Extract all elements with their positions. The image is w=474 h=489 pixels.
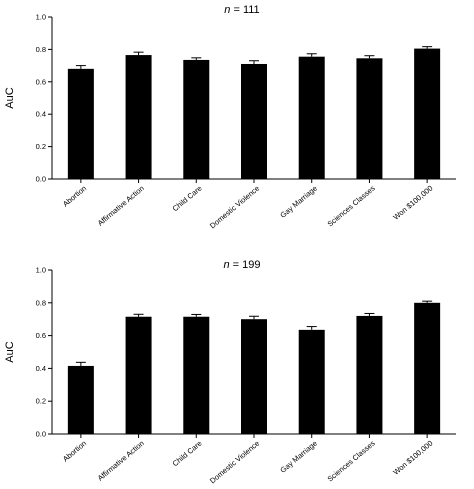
chart-1-category-label: Sciences Classes — [326, 183, 377, 228]
chart-2-bar — [298, 329, 325, 434]
chart-panel-1: n = 111 AuC 0.00.20.40.60.81.0 Abortion A… — [4, 4, 456, 230]
chart-2-title-n: n — [223, 259, 229, 271]
chart-1-category-label: Abortion — [61, 184, 88, 209]
chart-1-y-axis-label: AuC — [4, 87, 16, 108]
chart-2-category-label: Won $100,000 — [391, 439, 434, 477]
chart-2-category-label: Affirmative Action — [96, 439, 146, 483]
chart-1-category-label: Gay Marriage — [278, 184, 319, 220]
chart-2-y-tick-label: 0.8 — [36, 298, 46, 307]
chart-2-bar — [125, 316, 152, 434]
chart-1-bar — [414, 48, 441, 180]
chart-2-category-label: Sciences Classes — [326, 438, 377, 483]
chart-1-category-label: Child Care — [171, 184, 204, 214]
chart-2-y-tick-label: 0.6 — [36, 331, 46, 340]
chart-2-bar — [414, 302, 441, 434]
chart-2-y-ticks: 0.0 0.2 0.4 0.6 0.8 1.0 — [36, 266, 52, 439]
chart-2-title: n = 199 — [223, 259, 260, 271]
chart-panel-2: n = 199 AuC 0.00.20.40.60.81.0 Abortion A… — [4, 259, 456, 485]
chart-1-bar — [67, 68, 94, 179]
chart-2-bar — [356, 315, 383, 434]
chart-2-category-label: Domestic Violence — [208, 439, 261, 486]
chart-1-category-label: Domestic Violence — [208, 184, 261, 231]
chart-1-category-label: Affirmative Action — [96, 184, 146, 228]
chart-1-y-tick-label: 1.0 — [36, 13, 46, 22]
chart-2-category-label: Abortion — [61, 439, 88, 464]
chart-2-y-tick-label: 1.0 — [36, 266, 46, 275]
chart-1-category-label: Won $100,000 — [391, 184, 434, 222]
chart-2-bar — [183, 316, 210, 434]
chart-1-y-tick-label: 0.6 — [36, 77, 46, 86]
chart-1-title-rest: = 111 — [230, 4, 259, 16]
chart-2-bar — [67, 365, 94, 434]
chart-1-bar — [241, 63, 267, 180]
chart-2-bars — [67, 302, 441, 434]
chart-1-title-n: n — [224, 4, 230, 16]
chart-2-category-labels: Abortion Affirmative Action Child Care Dome… — [61, 434, 434, 485]
chart-2-bar — [241, 319, 267, 434]
chart-1-y-ticks: 0.0 0.2 0.4 0.6 0.8 1.0 — [36, 13, 52, 184]
chart-2-y-tick-label: 0.2 — [36, 397, 46, 406]
chart-1-y-tick-label: 0.2 — [36, 142, 46, 151]
chart-1-y-tick-label: 0.8 — [36, 45, 46, 54]
chart-1-error-bars — [75, 46, 433, 69]
chart-1-bar — [356, 58, 383, 180]
chart-1-bar — [298, 56, 325, 179]
chart-2-y-axis-label: AuC — [4, 341, 16, 362]
chart-2-y-tick-label: 0.4 — [36, 364, 46, 373]
chart-2-category-label: Child Care — [171, 439, 204, 469]
chart-1-bar — [125, 55, 152, 179]
chart-1-category-labels: Abortion Affirmative Action Child Care Dome… — [61, 179, 434, 230]
chart-1-bars — [67, 48, 441, 180]
chart-1-y-tick-label: 0.0 — [36, 175, 46, 184]
chart-1-y-tick-label: 0.4 — [36, 110, 46, 119]
chart-2-title-rest: = 199 — [230, 259, 261, 271]
chart-2-error-bars — [75, 300, 433, 366]
chart-1-bar — [183, 59, 210, 179]
chart-2-category-label: Gay Marriage — [278, 439, 319, 475]
chart-2-y-tick-label: 0.0 — [36, 430, 46, 439]
chart-1-title: n = 111 — [224, 4, 259, 16]
